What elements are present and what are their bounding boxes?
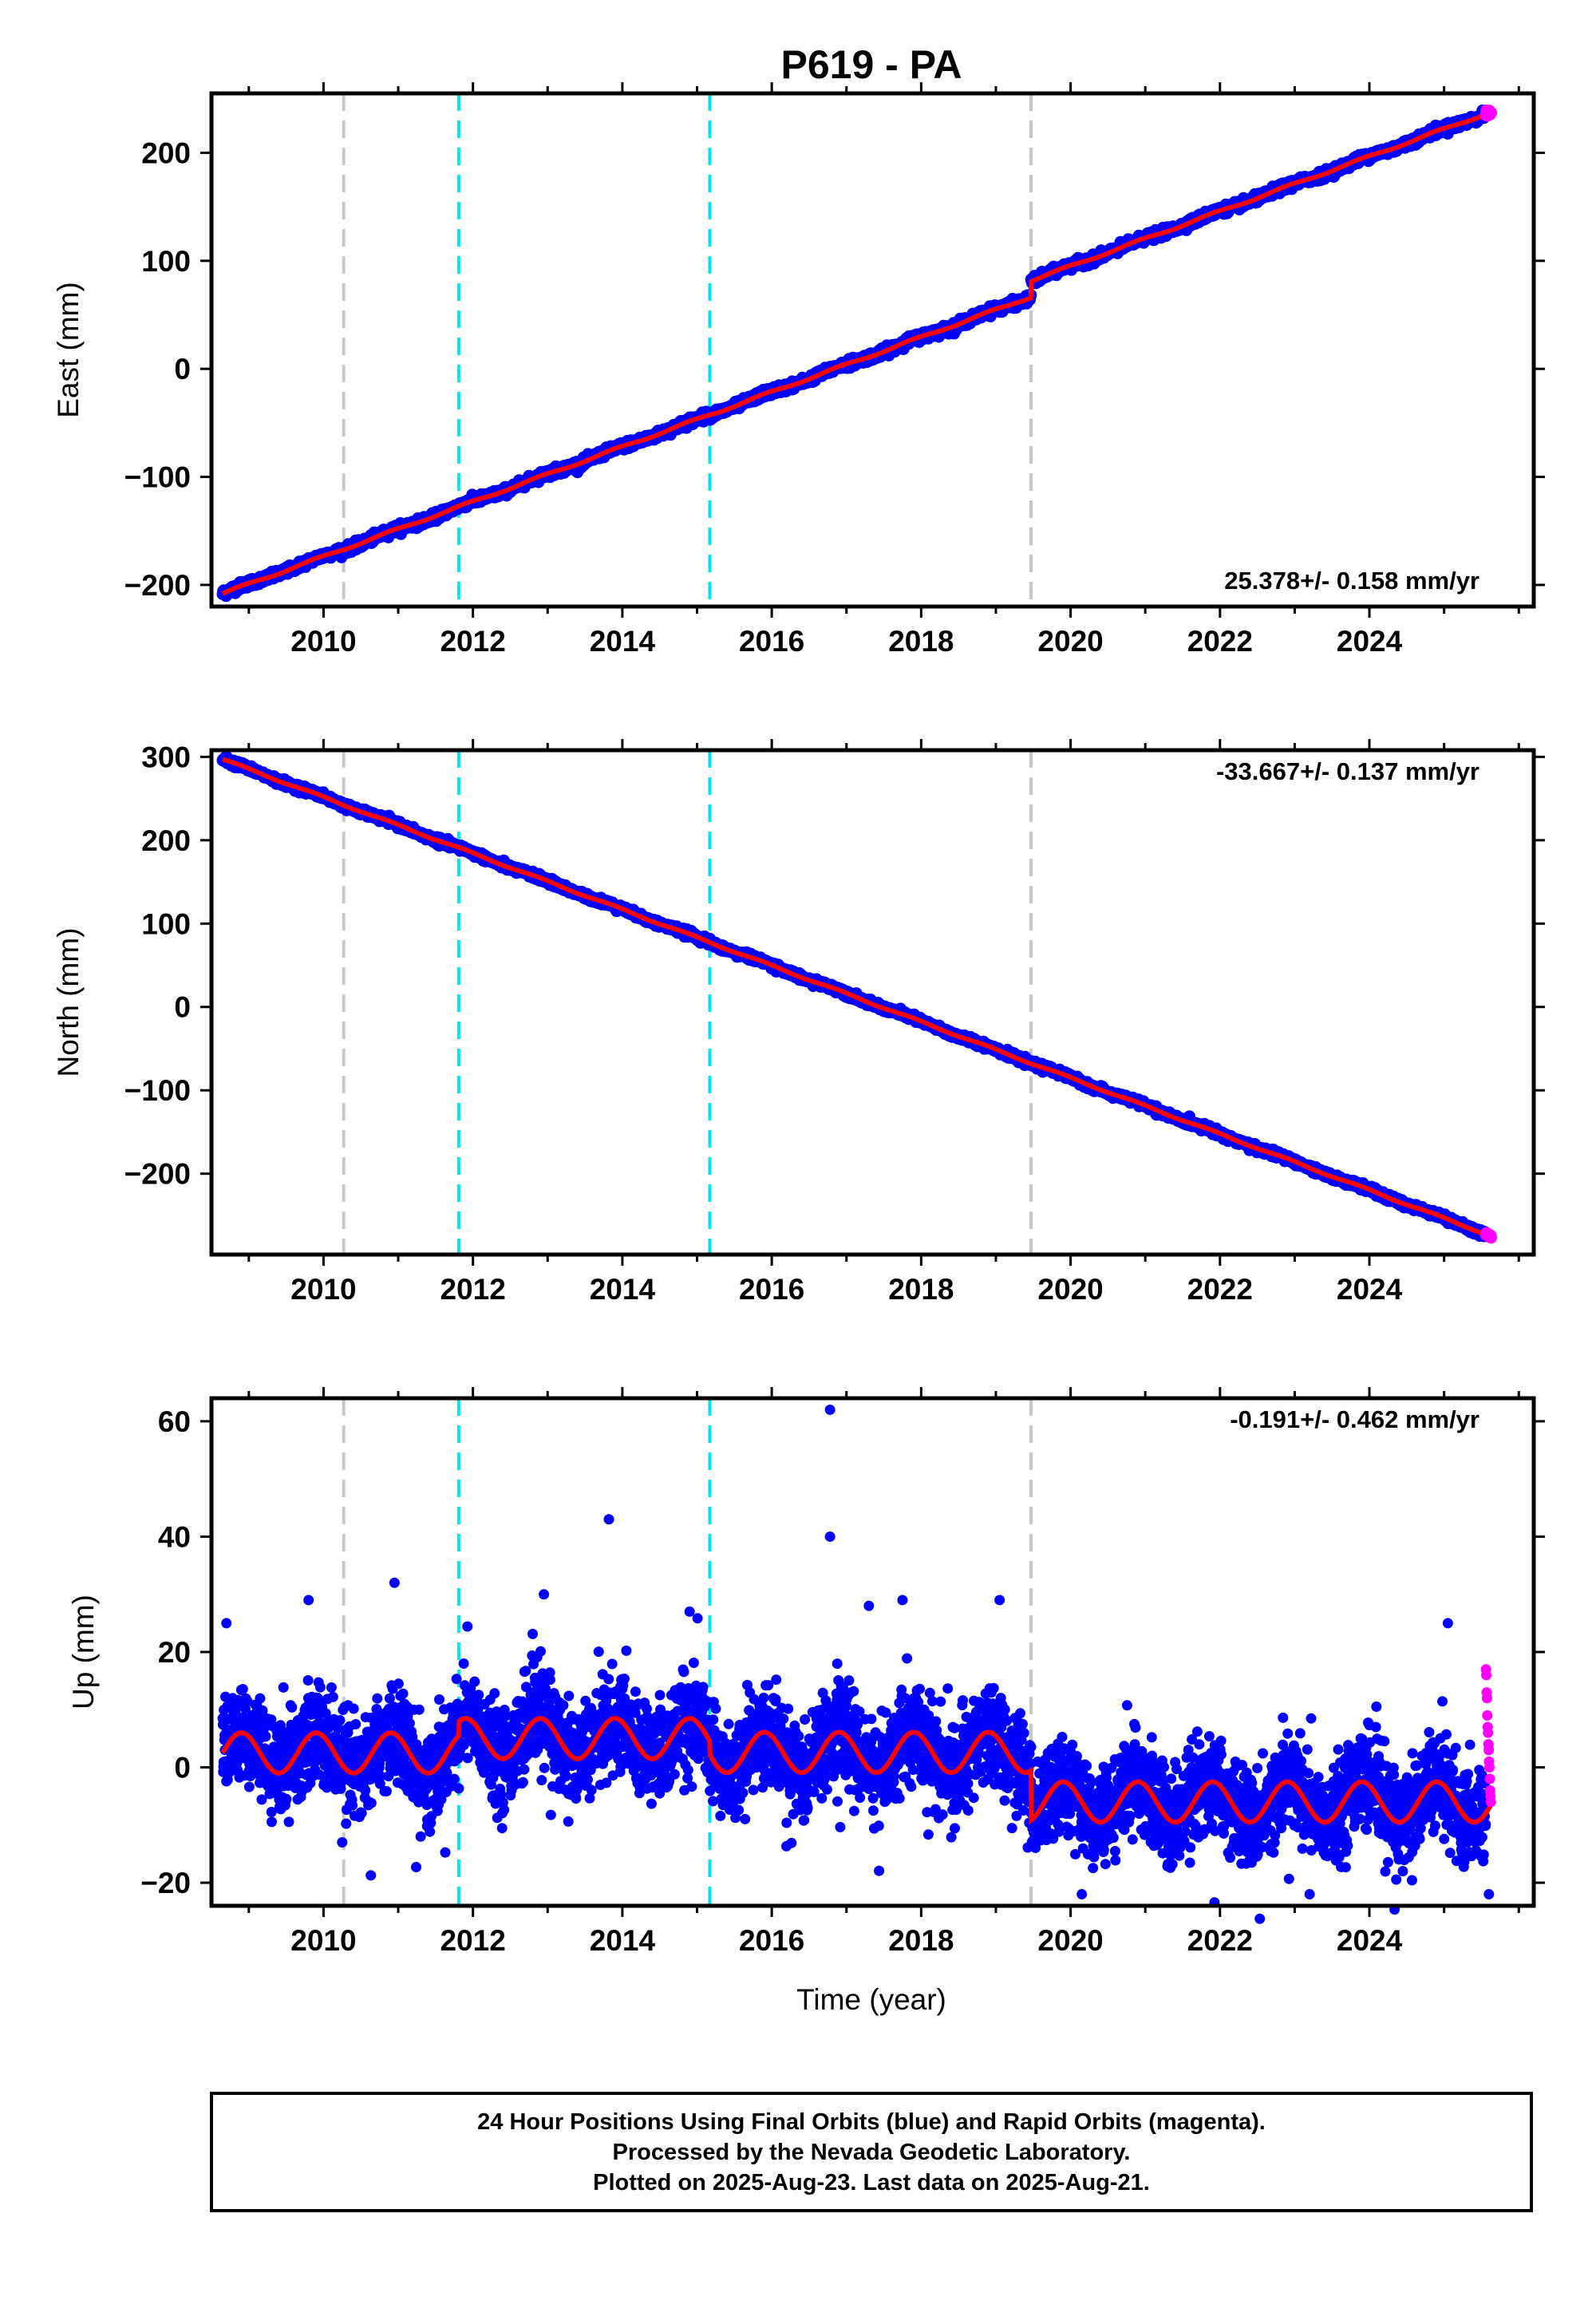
gps-time-series-plot: P619 - PA 2010 2012 2014 2016 2018 2020 2022 20… — [52, 42, 1545, 2016]
y-axis-label: East (mm) — [52, 282, 85, 418]
rapid-point — [1485, 106, 1498, 119]
x-tick-label: 2024 — [1337, 625, 1403, 658]
rate-label: 25.378+/- 0.158 mm/yr — [1224, 567, 1479, 595]
x-tick-label: 2020 — [1037, 625, 1103, 658]
x-tick-label: 2016 — [739, 625, 804, 658]
x-tick-label: 2012 — [440, 625, 505, 658]
panel-north: 2010 2012 2014 2016 2018 2020 2022 2024−200−100… — [52, 739, 1545, 1306]
rapid-orbit-points — [1479, 104, 1498, 122]
y-tick-label: −100 — [124, 461, 191, 494]
y-tick-label: 0 — [174, 353, 191, 385]
panel-east: 2010 2012 2014 2016 2018 2020 2022 2024 −200 −100… — [52, 82, 1545, 658]
y-tick-label: −200 — [124, 569, 191, 602]
y-tick-label: 200 — [141, 136, 191, 169]
x-tick-label: 2014 — [590, 625, 656, 658]
x-tick-label: 2022 — [1187, 625, 1253, 658]
y-tick-label: 100 — [141, 245, 191, 278]
x-tick-label: 2010 — [290, 625, 356, 658]
chart-title: P619 - PA — [781, 42, 962, 87]
x-tick-label: 2018 — [888, 625, 954, 658]
